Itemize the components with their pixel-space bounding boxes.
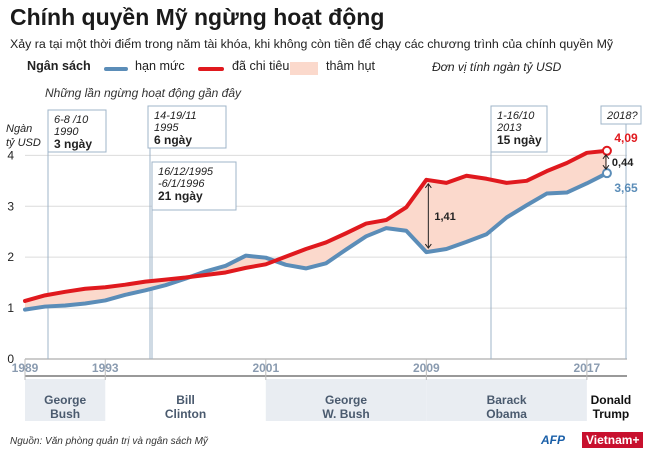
y-tick-label: 3 — [7, 199, 14, 213]
unit-note: Đơn vị tính ngàn tỷ USD — [432, 60, 562, 74]
y-tick-label: 4 — [7, 148, 14, 162]
president-name: Obama — [486, 407, 527, 421]
spending-end-label: 4,09 — [614, 131, 638, 145]
president-name: Barack — [487, 393, 527, 407]
shutdown-box — [600, 105, 642, 125]
shutdowns-note: Những lần ngừng hoạt động gần đây — [45, 86, 242, 100]
x-tick-label: 1993 — [92, 361, 119, 375]
limit-end-label: 3,65 — [614, 181, 638, 195]
chart-subtitle: Xảy ra tại một thời điểm trong năm tài k… — [10, 37, 614, 51]
president-band — [25, 379, 106, 421]
x-tick-label: 2017 — [574, 361, 601, 375]
legend-limit-label: hạn mức — [135, 59, 185, 73]
president-name: Donald — [591, 393, 632, 407]
source-note: Nguồn: Văn phòng quản trị và ngân sách M… — [10, 436, 208, 447]
legend-deficit-label: thâm hụt — [326, 59, 376, 73]
gap-arrow-head — [424, 182, 432, 189]
shutdown-date-2: -6/1/1996 — [158, 178, 205, 190]
shutdown-date-2: 1990 — [54, 126, 79, 138]
president-name: Bill — [176, 393, 195, 407]
shutdown-date: 6-8 /10 — [54, 114, 89, 126]
x-tick-label: 1989 — [12, 361, 39, 375]
y-tick-label: 1 — [7, 301, 14, 315]
legend-limit-swatch — [104, 67, 128, 71]
president-name: George — [44, 393, 86, 407]
vietnamplus-logo: Vietnam+ — [582, 432, 644, 448]
shutdown-date-2: 1995 — [154, 122, 179, 134]
x-tick-label: 2009 — [413, 361, 440, 375]
president-name: Clinton — [165, 407, 206, 421]
shutdown-box — [490, 105, 548, 153]
president-name: George — [325, 393, 367, 407]
legend-spending-label: đã chi tiêu — [232, 59, 290, 73]
shutdown-box — [151, 161, 237, 211]
gap-arrow-head — [602, 164, 610, 171]
afp-logo: AFP — [541, 433, 565, 447]
gap-label: 0,44 — [612, 157, 634, 169]
legend-deficit-swatch — [290, 62, 318, 75]
limit-end-point — [601, 168, 612, 179]
shutdown-duration: 3 ngày — [54, 137, 92, 151]
gap-label: 1,41 — [434, 211, 455, 223]
shutdown-duration: 21 ngày — [158, 189, 203, 203]
y-axis-label-line1: Ngàn — [6, 123, 32, 135]
y-tick-label: 2 — [7, 250, 14, 264]
shutdown-box — [47, 109, 107, 153]
deficit-area — [25, 150, 607, 310]
shutdown-duration: 6 ngày — [154, 133, 192, 147]
spending-end-point — [601, 145, 612, 156]
president-name: W. Bush — [322, 407, 369, 421]
shutdown-date: 1-16/10 — [497, 110, 535, 122]
shutdown-duration: 15 ngày — [497, 133, 542, 147]
chart-title: Chính quyền Mỹ ngừng hoạt động — [10, 4, 385, 30]
president-name: Trump — [593, 407, 630, 421]
gap-arrow-head — [424, 243, 432, 249]
y-tick-label: 0 — [7, 352, 14, 366]
x-tick-label: 2001 — [252, 361, 279, 375]
shutdown-date: 14-19/11 — [154, 110, 197, 122]
shutdown-date-2: 2013 — [496, 122, 522, 134]
limit-line — [23, 171, 609, 312]
legend-heading: Ngân sách — [27, 59, 91, 73]
president-band — [265, 379, 427, 421]
y-axis-label-line2: tỷ USD — [6, 137, 41, 149]
shutdown-date: 16/12/1995 — [158, 166, 214, 178]
shutdown-date: 2018? — [606, 110, 638, 122]
president-band — [426, 379, 587, 421]
spending-line — [23, 148, 609, 303]
shutdown-box — [147, 105, 227, 149]
legend-spending-swatch — [198, 67, 224, 71]
president-name: Bush — [50, 407, 80, 421]
gap-arrow-head — [602, 153, 610, 160]
